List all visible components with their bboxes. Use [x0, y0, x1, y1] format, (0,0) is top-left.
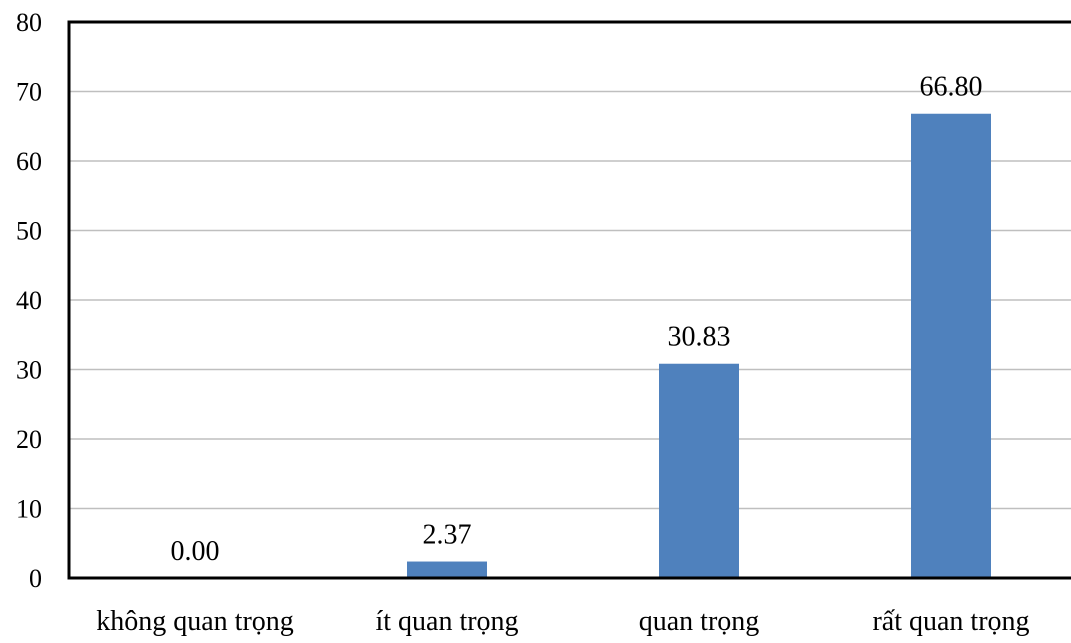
bar: [407, 561, 487, 578]
y-tick-label: 40: [16, 286, 42, 315]
plot-frame: [67, 20, 1071, 580]
bar: [659, 363, 739, 578]
y-tick-label: 80: [16, 8, 42, 37]
data-label: 30.83: [668, 322, 731, 353]
data-label: 2.37: [423, 520, 472, 551]
y-tick-label: 10: [16, 495, 42, 524]
y-tick-label: 60: [16, 147, 42, 176]
y-tick-label: 20: [16, 425, 42, 454]
y-tick-label: 0: [29, 564, 42, 593]
y-axis-tick-labels: 0 10 20 30 40 50 60 70 80: [16, 8, 42, 593]
y-tick-label: 50: [16, 217, 42, 246]
bars: [407, 113, 991, 579]
gridlines: [69, 90, 1071, 510]
bar: [911, 113, 991, 579]
x-category-label: không quan trọng: [96, 606, 294, 637]
x-category-label: rất quan trọng: [872, 606, 1029, 637]
y-tick-label: 30: [16, 356, 42, 385]
data-label: 0.00: [171, 536, 220, 567]
x-category-label: quan trọng: [639, 606, 760, 637]
x-axis-category-labels: không quan trọng ít quan trọng quan trọng r…: [96, 606, 1029, 637]
y-tick-label: 70: [16, 78, 42, 107]
data-labels: 0.00 2.37 30.83 66.80: [171, 72, 983, 567]
x-category-label: ít quan trọng: [375, 606, 518, 637]
data-label: 66.80: [920, 72, 983, 103]
